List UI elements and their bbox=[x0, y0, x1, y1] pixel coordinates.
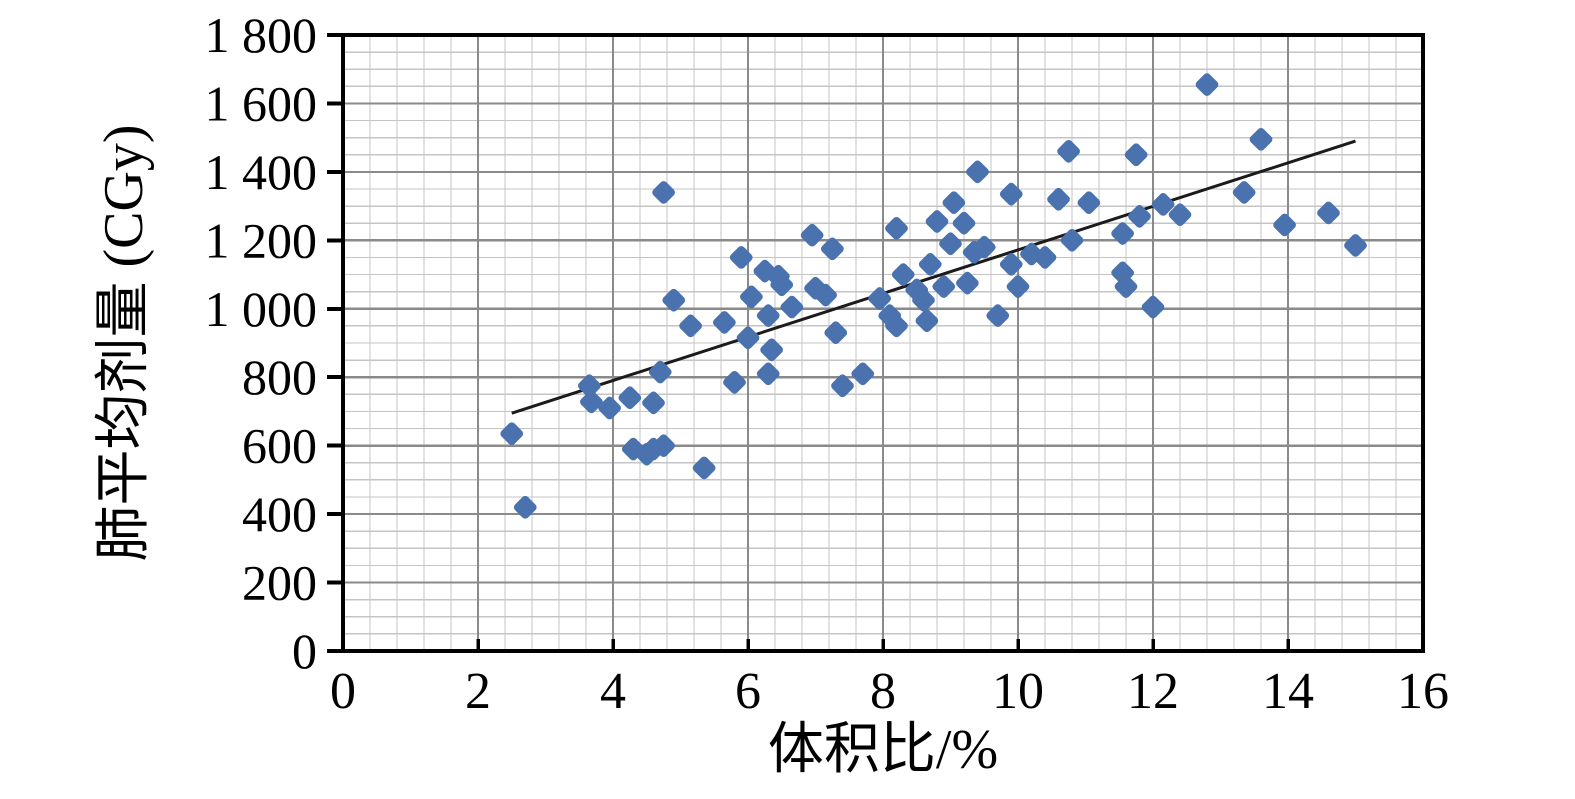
data-points bbox=[500, 73, 1367, 519]
data-point bbox=[1151, 193, 1175, 216]
axis-ticks bbox=[327, 33, 1425, 653]
data-point bbox=[662, 288, 686, 312]
gridlines-major bbox=[343, 35, 1423, 651]
data-point bbox=[956, 271, 979, 295]
x-tick-label: 10 bbox=[992, 663, 1044, 720]
data-point bbox=[966, 160, 989, 184]
data-point bbox=[652, 434, 675, 458]
data-point bbox=[580, 390, 603, 414]
x-tick-label: 0 bbox=[330, 663, 356, 720]
data-point bbox=[868, 287, 891, 310]
data-point bbox=[679, 314, 702, 338]
data-point bbox=[1060, 228, 1084, 252]
data-point bbox=[999, 182, 1023, 206]
data-point bbox=[1111, 222, 1134, 245]
data-point bbox=[648, 360, 672, 384]
data-point bbox=[642, 391, 665, 415]
x-tick-label: 4 bbox=[600, 663, 626, 720]
data-point bbox=[999, 252, 1023, 276]
data-point bbox=[780, 295, 804, 319]
y-tick-label: 1 800 bbox=[205, 7, 318, 63]
data-point bbox=[770, 273, 794, 297]
data-point bbox=[986, 304, 1010, 327]
y-tick-label: 600 bbox=[242, 418, 317, 474]
data-point bbox=[932, 275, 956, 298]
y-tick-label: 800 bbox=[242, 349, 317, 405]
data-point bbox=[1232, 181, 1256, 204]
data-point bbox=[598, 396, 621, 420]
data-point bbox=[1344, 234, 1367, 257]
data-point bbox=[814, 283, 837, 307]
y-tick-label: 1 600 bbox=[205, 75, 318, 131]
data-point bbox=[1317, 201, 1340, 225]
data-point bbox=[915, 309, 939, 333]
data-point bbox=[618, 386, 642, 410]
y-tick-label: 400 bbox=[242, 486, 317, 542]
data-point bbox=[729, 246, 753, 269]
data-point bbox=[652, 181, 675, 204]
data-point bbox=[1141, 295, 1165, 319]
data-point bbox=[824, 321, 848, 345]
x-tick-label: 8 bbox=[870, 663, 896, 720]
data-point bbox=[800, 223, 824, 247]
data-point bbox=[1057, 140, 1080, 163]
data-point bbox=[1033, 246, 1057, 269]
x-tick-label: 12 bbox=[1127, 663, 1179, 720]
data-point bbox=[972, 235, 996, 259]
data-point bbox=[912, 288, 935, 312]
data-point bbox=[756, 304, 780, 327]
y-tick-label: 1 000 bbox=[205, 281, 318, 337]
data-point bbox=[891, 263, 915, 286]
y-tick-label: 1 400 bbox=[205, 144, 318, 200]
data-point bbox=[723, 371, 746, 394]
data-point bbox=[740, 285, 763, 309]
data-point bbox=[736, 326, 760, 350]
x-tick-label: 14 bbox=[1262, 663, 1314, 720]
data-point bbox=[952, 211, 976, 235]
data-point bbox=[942, 191, 966, 215]
y-tick-label: 0 bbox=[292, 623, 317, 679]
data-point bbox=[1006, 275, 1030, 298]
data-point bbox=[885, 217, 908, 240]
data-point bbox=[885, 314, 908, 338]
data-point bbox=[760, 338, 783, 362]
data-point bbox=[1249, 128, 1273, 151]
data-point bbox=[925, 210, 949, 233]
data-point bbox=[1128, 205, 1151, 228]
y-axis-tick-labels: 0 200 400 600 800 1 000 1 200 1 400 1 600 1 800 bbox=[205, 7, 318, 679]
x-axis-title: 体积比/% bbox=[768, 719, 998, 781]
data-point bbox=[939, 232, 962, 256]
x-tick-label: 2 bbox=[465, 663, 491, 720]
y-tick-label: 1 200 bbox=[205, 212, 318, 268]
x-tick-label: 16 bbox=[1397, 663, 1449, 720]
data-point bbox=[713, 311, 736, 334]
data-point bbox=[500, 422, 524, 446]
y-axis-title: 肺平均剂量 (CGy) bbox=[93, 124, 155, 561]
data-point bbox=[1077, 191, 1101, 215]
data-point bbox=[692, 456, 716, 480]
data-point bbox=[513, 495, 537, 519]
data-point bbox=[756, 362, 780, 386]
data-point bbox=[1273, 213, 1296, 237]
data-point bbox=[821, 237, 844, 261]
data-point bbox=[831, 374, 854, 398]
data-point bbox=[851, 362, 875, 386]
data-point bbox=[1195, 73, 1219, 96]
data-point bbox=[1114, 275, 1138, 298]
data-point bbox=[1168, 203, 1192, 227]
data-point bbox=[1124, 143, 1148, 167]
y-tick-label: 200 bbox=[242, 555, 317, 611]
data-point bbox=[1047, 187, 1070, 211]
x-axis-tick-labels: 0 2 4 6 8 10 12 14 16 bbox=[330, 663, 1449, 720]
data-point bbox=[578, 374, 601, 398]
data-point bbox=[918, 252, 942, 276]
trend-line bbox=[511, 139, 1356, 415]
x-tick-label: 6 bbox=[735, 663, 761, 720]
